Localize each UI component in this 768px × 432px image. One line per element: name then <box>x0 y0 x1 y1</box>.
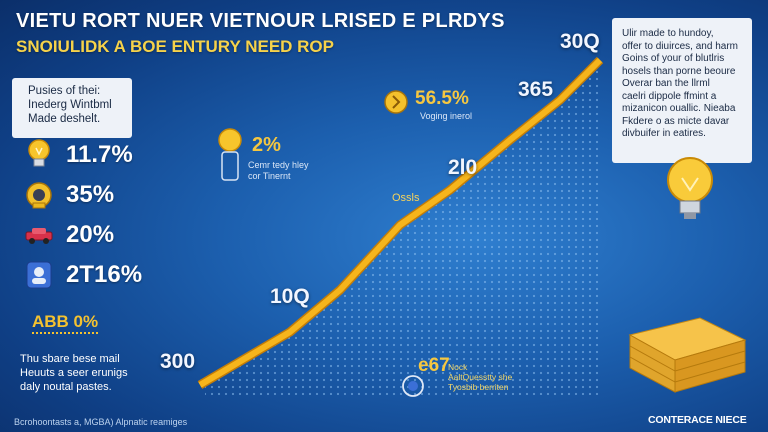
badge-icon <box>402 375 424 397</box>
lightbulb-icon <box>667 157 713 219</box>
stat-row: 2T16% <box>22 256 162 294</box>
chart-point-label: 10Q <box>270 285 310 308</box>
right-info-line: mizanicon ouallic. Nieaba <box>622 103 736 114</box>
bottom-caption-line: Nock <box>448 362 468 372</box>
right-info-line: Fkdere o as micte davar <box>622 115 730 127</box>
right-info-line: hosels than porne beoure <box>622 65 736 77</box>
stat-row: 35% <box>22 176 162 214</box>
bottom-left-note: Thu sbare bese mail Heuuts a seer erunig… <box>20 352 170 394</box>
bottom-caption: Nock AaltQuesstty she Tyosbib berriten <box>448 362 512 392</box>
right-info-line: divbuifer in eatires. <box>622 128 706 139</box>
trend-line <box>198 57 603 388</box>
mid-caption: Cemr tedy hley cor Tinernt <box>248 160 309 182</box>
note-line: Thu sbare bese mail <box>20 353 120 365</box>
right-info-line: caelri dippole ffmint a <box>622 90 717 102</box>
top-percentage: 56.5% <box>415 88 469 109</box>
left-info-line: Inederg Wintbml <box>28 99 112 111</box>
car-icon <box>22 218 56 252</box>
stat-value: 2T16% <box>66 261 143 288</box>
footer-brand: CONTERACE NIECE <box>648 414 747 426</box>
mid-percentage: 2% <box>252 134 281 156</box>
mid-caption-line: cor Tinernt <box>248 171 291 181</box>
gold-stack-icon <box>628 317 747 393</box>
chart-point-label: 2l0 <box>448 156 478 179</box>
right-info-line: Overar ban the llrml <box>622 78 710 89</box>
small-chart-label: Ossls <box>392 192 420 204</box>
stat-row: 11.7% <box>22 136 162 174</box>
right-info-line: offer to diuirces, and harm <box>622 40 738 52</box>
person-badge-icon <box>22 258 56 292</box>
footer-source: Bcrohoontasts a, MGBA) Alpnatic reamiges <box>14 417 188 427</box>
chart-point-label: 30Q <box>560 30 600 53</box>
bottom-caption-line: AaltQuesstty she <box>448 372 513 382</box>
stat-value: 11.7% <box>66 141 133 168</box>
lightbulb-icon <box>22 138 56 172</box>
left-info-line: Made deshelt. <box>28 113 101 125</box>
right-info-panel: Ulir made to hundoy, offer to diuirces, … <box>612 18 752 163</box>
mid-caption-line: Cemr tedy hley <box>248 160 309 170</box>
chart-point-label: 300 <box>160 350 196 373</box>
stat-value: 20% <box>66 221 115 248</box>
right-info-line: Ulir made to hundoy, <box>622 28 714 39</box>
trend-line-group <box>197 56 604 389</box>
note-line: Heuuts a seer erunigs <box>20 367 128 379</box>
stat-value: 35% <box>66 181 115 208</box>
left-info-line: Pusies of thei: <box>28 85 101 97</box>
abb-label: ABB 0% <box>32 312 99 334</box>
right-info-line: Goins of your of blutlris <box>622 53 725 64</box>
stat-row: 20% <box>22 216 162 254</box>
note-line: daly noutal pastes. <box>20 381 112 393</box>
top-caption: Voging inerol <box>420 111 473 121</box>
bottom-caption-line: Tyosbib berriten <box>448 382 509 392</box>
coin-stack-icon <box>22 178 56 212</box>
left-info-panel: Pusies of thei: Inederg Wintbml Made des… <box>12 78 132 138</box>
lightbulb-icon <box>218 128 242 181</box>
chart-point-label: 365 <box>518 78 554 101</box>
coin-icon <box>384 90 408 114</box>
page-subtitle: SNOIULIDK A BOE ENTURY NEED ROP <box>16 37 334 56</box>
page-title: VIETU RORT NUER VIETNOUR LRISED E PLRDYS <box>16 10 505 32</box>
bottom-percentage: e67 <box>418 355 450 376</box>
